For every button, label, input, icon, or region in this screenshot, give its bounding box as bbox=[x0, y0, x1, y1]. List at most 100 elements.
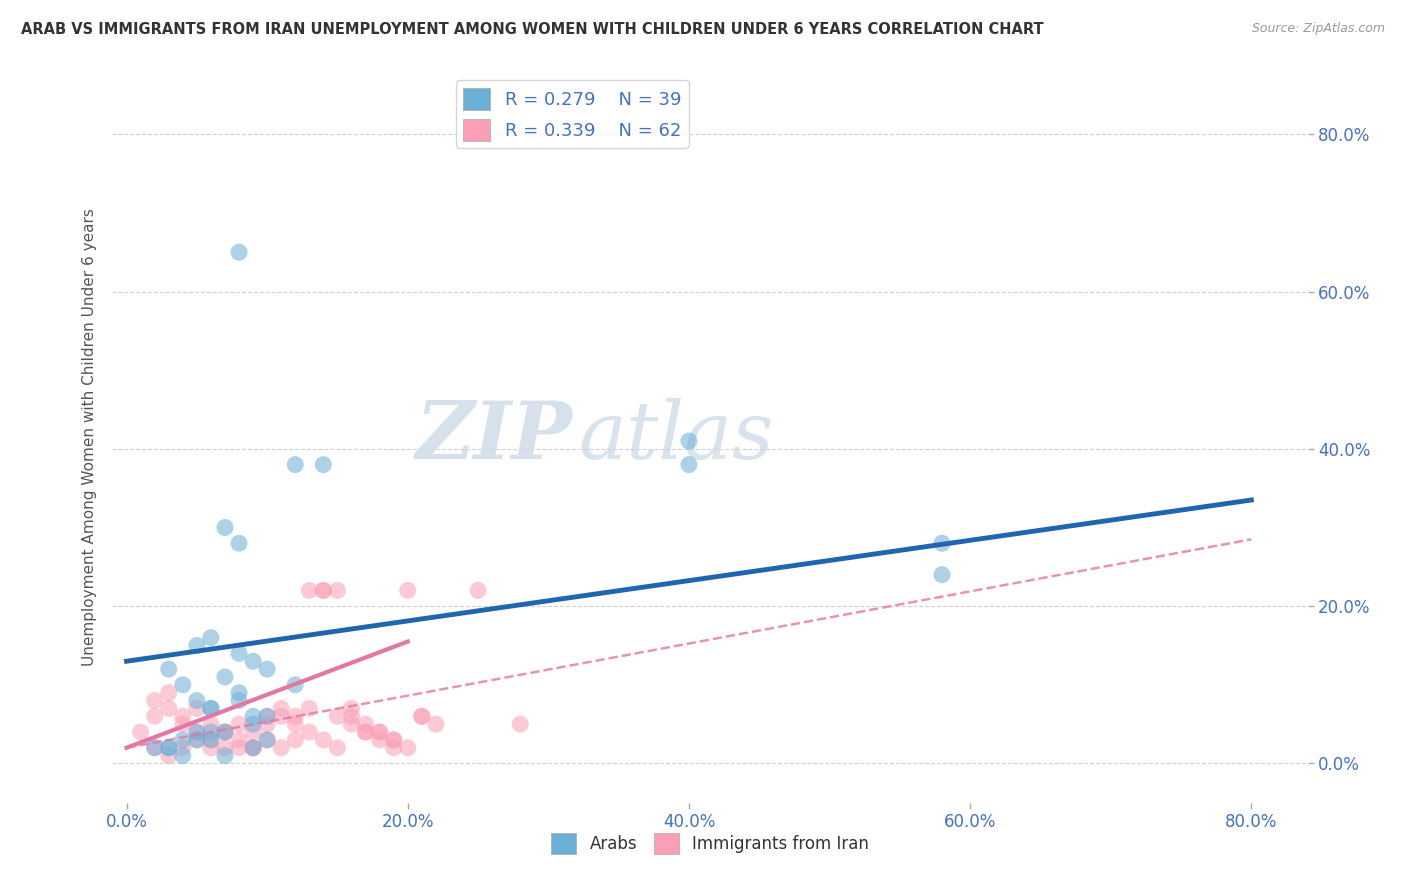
Point bbox=[186, 639, 208, 653]
Point bbox=[340, 701, 363, 715]
Point bbox=[312, 583, 335, 598]
Point bbox=[411, 709, 433, 723]
Point bbox=[172, 678, 194, 692]
Point bbox=[157, 748, 180, 763]
Point bbox=[425, 717, 447, 731]
Point bbox=[284, 732, 307, 747]
Point bbox=[143, 693, 166, 707]
Point bbox=[157, 740, 180, 755]
Point bbox=[298, 583, 321, 598]
Point bbox=[228, 686, 250, 700]
Point bbox=[256, 717, 278, 731]
Point bbox=[172, 748, 194, 763]
Point bbox=[340, 717, 363, 731]
Point bbox=[143, 740, 166, 755]
Point bbox=[396, 740, 419, 755]
Point bbox=[214, 520, 236, 534]
Point bbox=[368, 732, 391, 747]
Point bbox=[270, 740, 292, 755]
Point bbox=[186, 725, 208, 739]
Point bbox=[228, 740, 250, 755]
Legend: Arabs, Immigrants from Iran: Arabs, Immigrants from Iran bbox=[544, 827, 876, 860]
Point bbox=[284, 678, 307, 692]
Point bbox=[214, 748, 236, 763]
Point bbox=[172, 709, 194, 723]
Point bbox=[143, 709, 166, 723]
Point bbox=[382, 732, 405, 747]
Point bbox=[256, 732, 278, 747]
Point bbox=[242, 740, 264, 755]
Point bbox=[312, 732, 335, 747]
Point bbox=[157, 686, 180, 700]
Point bbox=[157, 740, 180, 755]
Point bbox=[326, 709, 349, 723]
Point bbox=[214, 670, 236, 684]
Point bbox=[256, 662, 278, 676]
Point bbox=[284, 717, 307, 731]
Point bbox=[129, 725, 152, 739]
Point bbox=[396, 583, 419, 598]
Point bbox=[298, 725, 321, 739]
Point bbox=[242, 725, 264, 739]
Point bbox=[270, 709, 292, 723]
Point bbox=[186, 725, 208, 739]
Point bbox=[354, 717, 377, 731]
Point bbox=[143, 740, 166, 755]
Point bbox=[228, 536, 250, 550]
Point bbox=[186, 701, 208, 715]
Point bbox=[242, 709, 264, 723]
Point bbox=[200, 725, 222, 739]
Point bbox=[200, 740, 222, 755]
Point bbox=[200, 631, 222, 645]
Point bbox=[214, 725, 236, 739]
Point bbox=[200, 701, 222, 715]
Point bbox=[157, 701, 180, 715]
Point bbox=[242, 740, 264, 755]
Point bbox=[931, 536, 953, 550]
Point bbox=[284, 709, 307, 723]
Point bbox=[186, 732, 208, 747]
Point bbox=[228, 732, 250, 747]
Text: Source: ZipAtlas.com: Source: ZipAtlas.com bbox=[1251, 22, 1385, 36]
Point bbox=[312, 583, 335, 598]
Point bbox=[382, 740, 405, 755]
Point bbox=[228, 717, 250, 731]
Point bbox=[678, 458, 700, 472]
Point bbox=[200, 732, 222, 747]
Point bbox=[186, 693, 208, 707]
Point bbox=[467, 583, 489, 598]
Y-axis label: Unemployment Among Women with Children Under 6 years: Unemployment Among Women with Children U… bbox=[82, 208, 97, 666]
Point bbox=[242, 717, 264, 731]
Point bbox=[368, 725, 391, 739]
Point bbox=[214, 725, 236, 739]
Text: atlas: atlas bbox=[579, 399, 773, 475]
Point bbox=[256, 709, 278, 723]
Point bbox=[228, 693, 250, 707]
Point bbox=[172, 740, 194, 755]
Point bbox=[228, 646, 250, 660]
Point bbox=[326, 583, 349, 598]
Point bbox=[354, 725, 377, 739]
Point bbox=[340, 709, 363, 723]
Point bbox=[678, 434, 700, 448]
Point bbox=[354, 725, 377, 739]
Point bbox=[284, 458, 307, 472]
Point bbox=[200, 732, 222, 747]
Point bbox=[256, 709, 278, 723]
Point bbox=[186, 732, 208, 747]
Point bbox=[270, 701, 292, 715]
Point bbox=[172, 732, 194, 747]
Point bbox=[200, 717, 222, 731]
Point bbox=[214, 740, 236, 755]
Point bbox=[214, 725, 236, 739]
Point bbox=[228, 245, 250, 260]
Point bbox=[931, 567, 953, 582]
Text: ARAB VS IMMIGRANTS FROM IRAN UNEMPLOYMENT AMONG WOMEN WITH CHILDREN UNDER 6 YEAR: ARAB VS IMMIGRANTS FROM IRAN UNEMPLOYMEN… bbox=[21, 22, 1043, 37]
Point bbox=[298, 701, 321, 715]
Point bbox=[411, 709, 433, 723]
Point bbox=[157, 662, 180, 676]
Point bbox=[509, 717, 531, 731]
Point bbox=[326, 740, 349, 755]
Point bbox=[242, 654, 264, 668]
Point bbox=[382, 732, 405, 747]
